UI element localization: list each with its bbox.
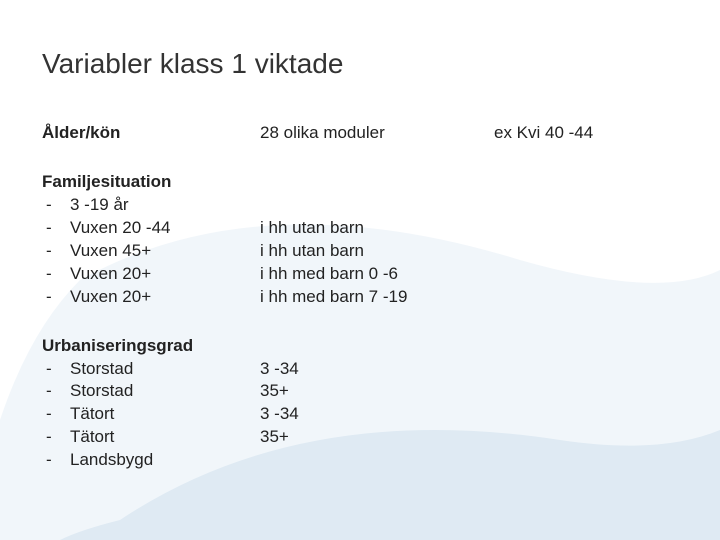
section3-col2: 3 -34 35+ 3 -34 35+ [260,335,494,473]
list-item: Vuxen 45+ [42,240,260,263]
list-item: 3 -34 [260,403,494,426]
list-item: Landsbygd [42,449,260,472]
section-alder-kon: Ålder/kön 28 olika moduler ex Kvi 40 -44 [42,122,678,145]
list-item: Vuxen 20+ [42,286,260,309]
slide-title: Variabler klass 1 viktade [42,48,678,80]
slide-content: Variabler klass 1 viktade Ålder/kön 28 o… [0,0,720,472]
list-item: i hh utan barn [260,217,494,240]
section2-list: 3 -19 år Vuxen 20 -44 Vuxen 45+ Vuxen 20… [42,194,260,309]
section-urbaniseringsgrad: Urbaniseringsgrad Storstad Storstad Täto… [42,335,678,473]
section1-col3: ex Kvi 40 -44 [494,122,678,145]
list-item: i hh med barn 0 -6 [260,263,494,286]
list-item: i hh utan barn [260,240,494,263]
spacer [260,335,494,358]
list-item [260,449,494,472]
list-item [260,194,494,217]
list-item: i hh med barn 7 -19 [260,286,494,309]
section-familjesituation: Familjesituation 3 -19 år Vuxen 20 -44 V… [42,171,678,309]
list-item: Storstad [42,358,260,381]
spacer [260,171,494,194]
list-item: 35+ [260,380,494,403]
section3-heading: Urbaniseringsgrad [42,335,260,358]
list-item: Vuxen 20 -44 [42,217,260,240]
section3-list: Storstad Storstad Tätort Tätort Landsbyg… [42,358,260,473]
title-text-accent: viktade [255,48,344,79]
section1-col2: 28 olika moduler [260,122,494,145]
section1-heading: Ålder/kön [42,122,260,145]
list-item: 35+ [260,426,494,449]
title-text-1: Variabler klass 1 [42,48,255,79]
list-item: 3 -19 år [42,194,260,217]
section2-col2: i hh utan barn i hh utan barn i hh med b… [260,171,494,309]
list-item: Tätort [42,403,260,426]
list-item: Vuxen 20+ [42,263,260,286]
section2-heading: Familjesituation [42,171,260,194]
list-item: 3 -34 [260,358,494,381]
list-item: Tätort [42,426,260,449]
list-item: Storstad [42,380,260,403]
